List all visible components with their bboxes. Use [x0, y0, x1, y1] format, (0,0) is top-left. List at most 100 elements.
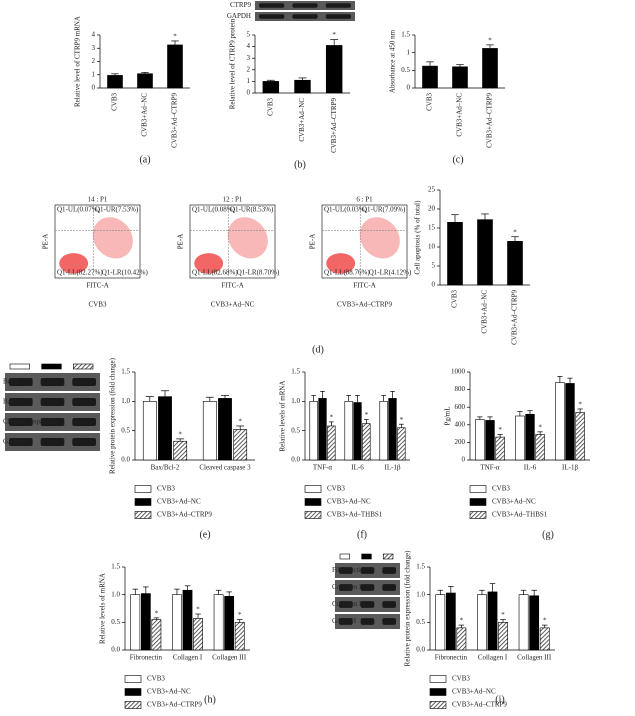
- x-tick-label: CVB3: [451, 290, 459, 308]
- band: [382, 584, 396, 591]
- panel-caption: (c): [452, 154, 463, 165]
- lane-marker: [41, 363, 62, 370]
- legend-swatch: [469, 498, 487, 506]
- x-tick-label: Collagen I: [173, 654, 203, 662]
- band: [360, 567, 375, 574]
- x-tick-label: CVB3+Ad–CTRP9: [330, 98, 338, 153]
- bar: [234, 622, 245, 651]
- lane-marker: [9, 363, 30, 370]
- x-tick-label: Cleaved caspase 3: [199, 464, 251, 472]
- blot-label: Bax: [3, 398, 15, 406]
- y-tick-label: 1: [92, 70, 96, 78]
- panel-caption: (a): [139, 154, 150, 165]
- bar: [422, 65, 438, 89]
- band: [9, 378, 33, 386]
- significance: *: [332, 31, 336, 39]
- legend-swatch: [124, 675, 142, 683]
- y-tick-label: 1.5: [121, 368, 130, 376]
- y-axis-label: Relative protein expression (fold change…: [404, 550, 412, 667]
- x-tick-label: TNF-α: [313, 464, 333, 472]
- y-tick-label: 0.5: [416, 618, 425, 626]
- bar: [318, 398, 327, 461]
- y-tick-label: 5: [247, 31, 251, 39]
- significance: *: [330, 413, 334, 421]
- quadrant-label: Q1-UL(0.03%): [324, 206, 368, 214]
- blot-label: GAPDH: [227, 12, 251, 20]
- band: [259, 3, 285, 8]
- bar: [151, 619, 162, 651]
- lane-marker: [73, 363, 94, 370]
- y-tick-label: 0: [92, 84, 96, 92]
- y-tick-label: 1: [407, 48, 411, 56]
- legend-label: CVB3+Ad–NC: [157, 498, 201, 506]
- legend-swatch: [429, 675, 447, 683]
- legend-label: CVB3+Ad–CTRP9: [452, 701, 507, 709]
- band: [259, 14, 285, 19]
- legend-label: CVB3+Ad–CTRP9: [157, 511, 212, 519]
- band: [9, 418, 33, 426]
- band: [9, 438, 33, 446]
- bar: [294, 79, 311, 94]
- bar: [173, 440, 188, 461]
- cell-cluster: [92, 217, 133, 259]
- significance: *: [488, 37, 492, 45]
- y-tick-label: 4: [92, 31, 96, 39]
- y-tick-label: 200: [455, 438, 466, 446]
- quadrant-label: Q1-UR(7.09%): [362, 206, 406, 214]
- quadrant-label: Q1-UL(0.08%): [192, 206, 236, 214]
- band: [360, 618, 375, 625]
- blot-label: GAPDH: [3, 438, 27, 446]
- y-tick-label: 400: [455, 420, 466, 428]
- bar: [167, 44, 183, 89]
- bar: [193, 618, 203, 651]
- legend-swatch: [469, 485, 487, 493]
- legend-swatch: [124, 701, 142, 709]
- legend-swatch: [304, 498, 322, 506]
- bar: [515, 415, 525, 461]
- y-tick-label: 0.5: [401, 66, 410, 74]
- flow-title: 6 : P1: [356, 196, 373, 204]
- flow-caption: CVB3: [89, 301, 107, 309]
- y-tick-label: 1000: [451, 368, 466, 376]
- y-tick-label: 3: [92, 44, 96, 52]
- panel-caption: (g): [542, 529, 554, 540]
- bar: [477, 219, 493, 286]
- y-tick-label: 0: [407, 84, 411, 92]
- bar: [477, 594, 487, 651]
- x-tick-label: TNF-α: [480, 464, 500, 472]
- bar: [535, 434, 545, 461]
- bar: [327, 425, 336, 461]
- lane-marker: [383, 553, 394, 560]
- y-tick-label: 5: [432, 262, 436, 270]
- x-tick-label: CVB3+Ad–NC: [298, 98, 306, 142]
- flow-caption: CVB3+Ad–CTRP9: [337, 301, 392, 309]
- y-tick-label: 800: [455, 385, 466, 393]
- lane-marker: [339, 553, 350, 560]
- y-tick-label: 0.5: [291, 426, 300, 434]
- legend-label: CVB3+Ad–THBS1: [492, 511, 548, 519]
- x-tick-label: Collagen III: [517, 654, 552, 662]
- x-tick-label: CVB3+Ad–CTRP9: [511, 290, 519, 345]
- band: [325, 14, 351, 19]
- significance: *: [460, 617, 464, 625]
- x-tick-label: Fibronectin: [130, 654, 163, 662]
- quadrant-label: Q1-LR(10.42%): [102, 269, 149, 277]
- y-tick-label: 0.0: [291, 456, 300, 464]
- y-tick-label: 1.0: [291, 397, 300, 405]
- y-tick-label: 1.5: [111, 563, 120, 571]
- significance: *: [538, 423, 542, 431]
- flow-y-label: PE-A: [309, 234, 317, 250]
- panel-caption: (b): [294, 159, 306, 170]
- bar: [158, 396, 172, 461]
- legend-label: CVB3+Ad–CTRP9: [147, 701, 202, 709]
- quadrant-label: Q1-UL(0.07%): [57, 206, 101, 214]
- band: [382, 601, 396, 608]
- blot-label: Collagen I: [332, 583, 362, 591]
- y-tick-label: 0: [462, 456, 466, 464]
- legend-swatch: [429, 701, 447, 709]
- blot-label: Collagen III: [332, 600, 367, 608]
- y-axis-label: Cell apoptosis (% of total): [414, 200, 422, 275]
- cell-cluster: [326, 253, 356, 274]
- bar: [456, 627, 467, 651]
- y-axis-label: Relative level of CTRP9 protein: [229, 18, 237, 109]
